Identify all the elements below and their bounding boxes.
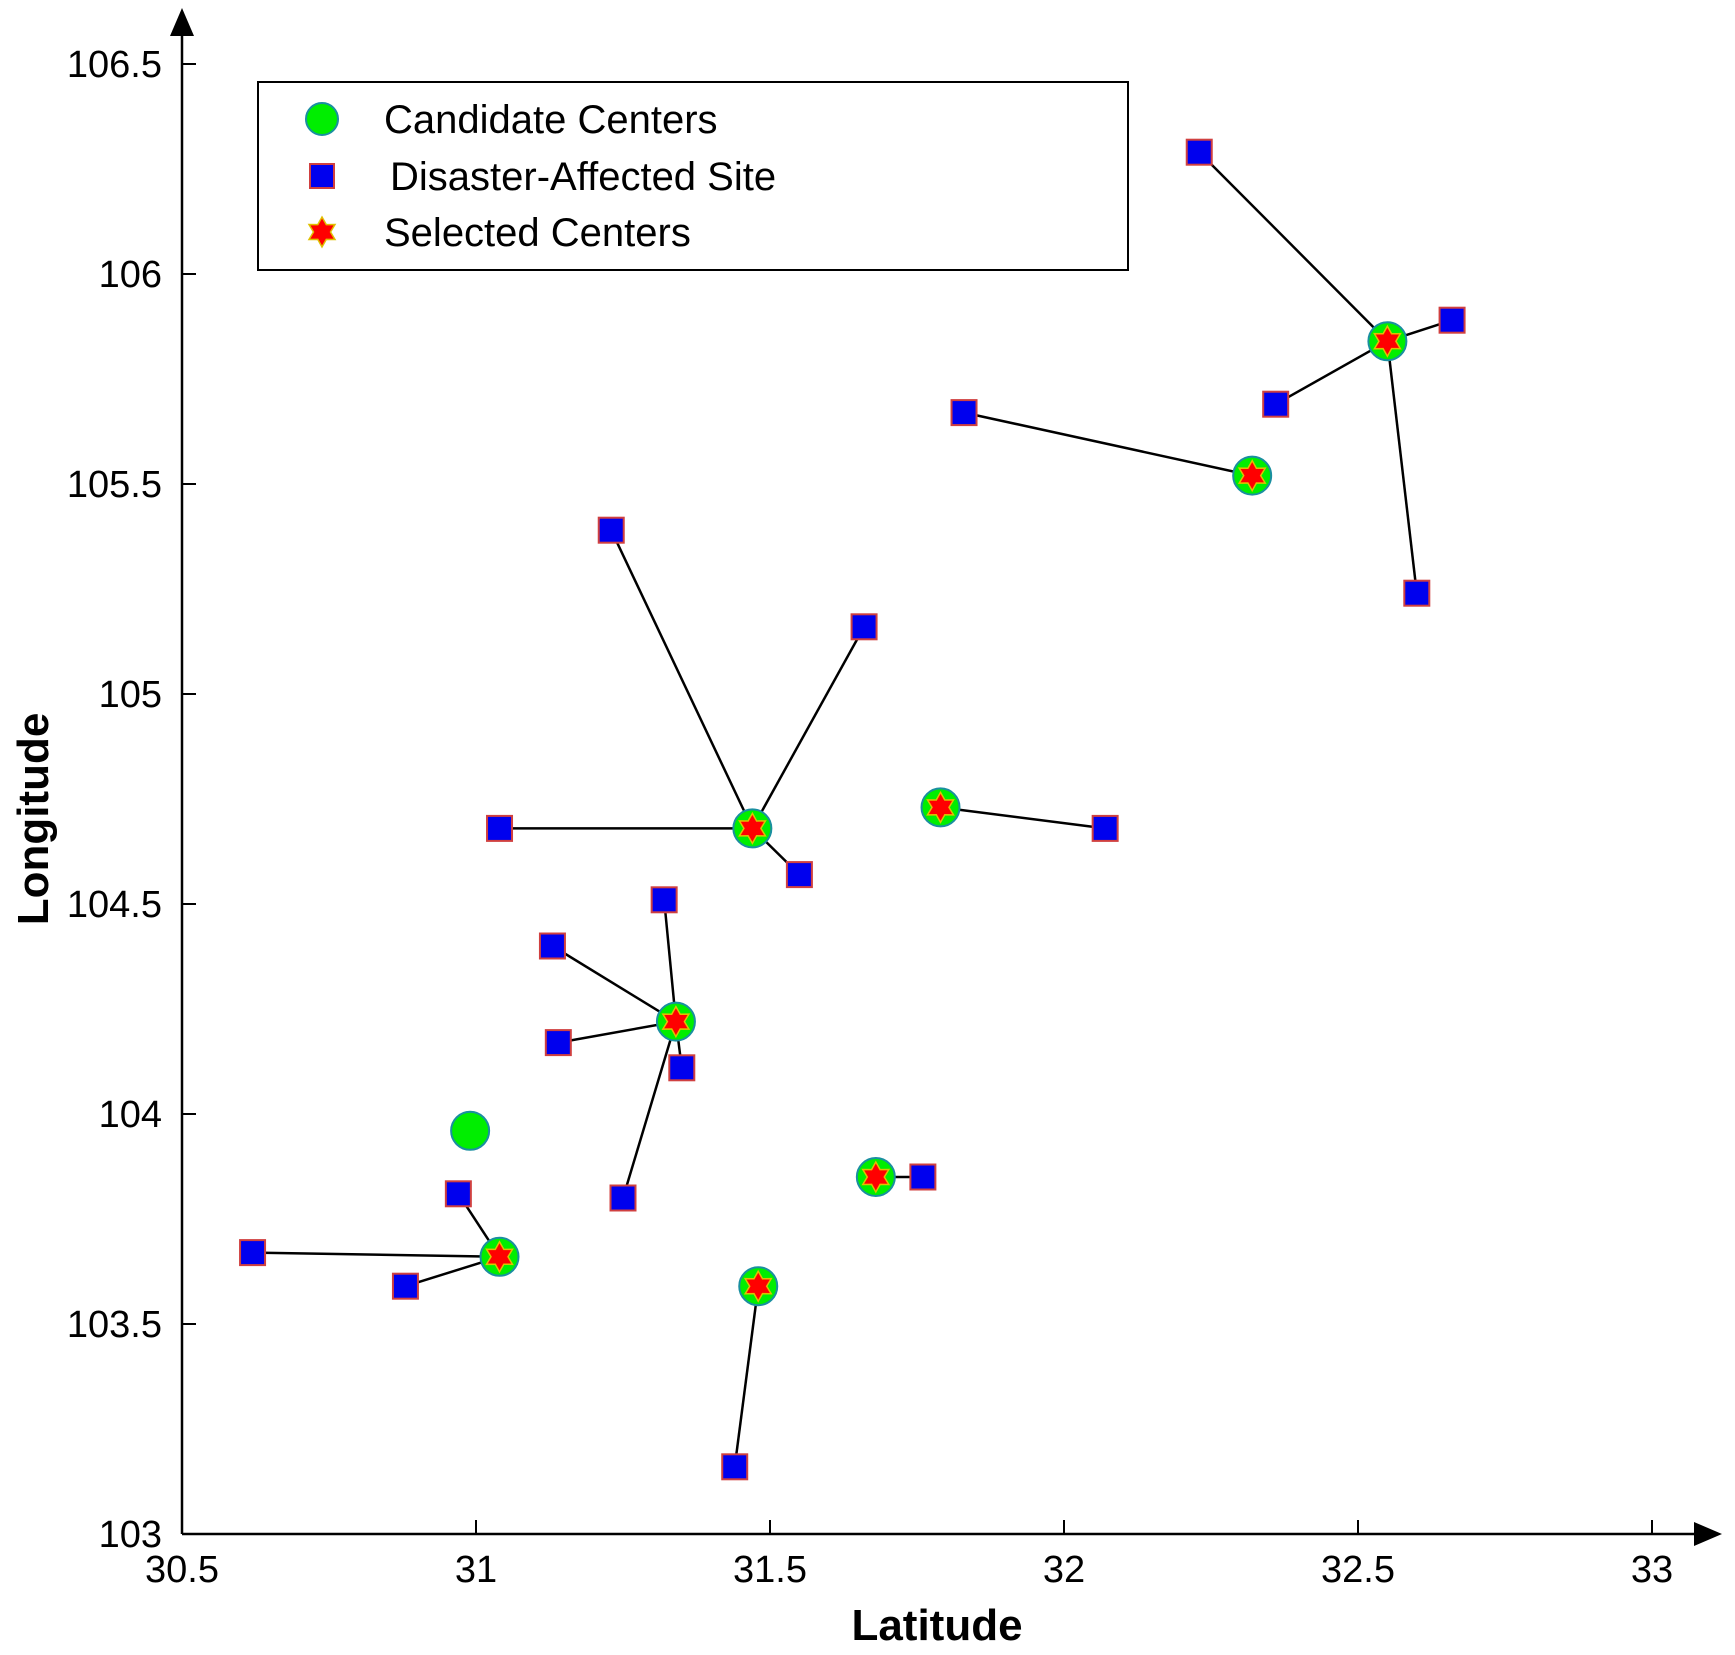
selected-center-point — [485, 1240, 514, 1274]
assignment-link — [1386, 341, 1419, 594]
site-layer — [239, 138, 1466, 1481]
legend-site-marker — [309, 163, 335, 189]
disaster-site-point — [1438, 306, 1466, 334]
assignment-link — [610, 529, 754, 829]
assignment-link — [733, 1286, 760, 1467]
legend-box — [257, 81, 1129, 271]
disaster-site-point — [597, 516, 625, 544]
disaster-site-point — [538, 932, 566, 960]
x-axis-title: Latitude — [851, 1601, 1022, 1650]
disaster-site-point — [391, 1272, 419, 1300]
legend-label: Disaster-Affected Site — [390, 155, 776, 199]
selected-center-point — [861, 1160, 891, 1194]
y-tick-label: 106 — [99, 254, 162, 296]
assignment-link — [252, 1251, 500, 1259]
legend-label: Candidate Centers — [384, 98, 718, 142]
disaster-site-point — [785, 861, 813, 889]
disaster-site-point — [1091, 814, 1119, 842]
y-tick-label: 106.5 — [67, 44, 162, 86]
legend-candidate-marker — [305, 102, 339, 136]
assignment-link — [1198, 151, 1389, 343]
y-tick-label: 103.5 — [67, 1304, 162, 1346]
disaster-site-point — [950, 399, 978, 427]
disaster-site-point — [850, 613, 878, 641]
assignment-link — [963, 411, 1253, 477]
disaster-site-point — [544, 1029, 572, 1057]
assignment-link — [662, 899, 678, 1022]
y-tick-label: 105 — [99, 674, 162, 716]
disaster-site-point — [1185, 138, 1213, 166]
selected-center-point — [743, 1269, 773, 1303]
disaster-site-point — [650, 886, 678, 914]
legend-label: Selected Centers — [384, 211, 691, 255]
selected-center-layer — [485, 324, 1402, 1303]
assignment-link — [621, 1021, 678, 1199]
x-tick-label: 32.5 — [1321, 1549, 1395, 1591]
disaster-site-point — [721, 1453, 749, 1481]
link-layer — [252, 151, 1453, 1467]
selected-center-point — [738, 811, 767, 845]
y-tick-label: 105.5 — [67, 464, 162, 506]
disaster-site-point — [909, 1163, 937, 1191]
x-tick-label: 32 — [1043, 1549, 1085, 1591]
assignment-link — [940, 806, 1106, 830]
disaster-site-point — [609, 1184, 637, 1212]
y-tick-label: 104.5 — [67, 884, 162, 926]
disaster-site-point — [1262, 390, 1290, 418]
disaster-site-point — [668, 1054, 696, 1082]
legend: Candidate Centers Disaster-Affected Site S… — [257, 81, 1129, 271]
assignment-link — [751, 626, 866, 830]
x-axis-arrow — [1694, 1522, 1722, 1546]
disaster-site-point — [1403, 579, 1431, 607]
x-tick-label: 31 — [455, 1549, 497, 1591]
selected-center-point — [661, 1005, 691, 1039]
x-tick-label: 31.5 — [733, 1549, 807, 1591]
selected-center-point — [926, 790, 955, 824]
x-tick-label: 33 — [1631, 1549, 1673, 1591]
x-tick-label: 30.5 — [145, 1549, 219, 1591]
y-axis-arrow — [170, 8, 194, 36]
disaster-site-point — [486, 814, 514, 842]
candidate-center-layer — [450, 321, 1408, 1307]
selected-center-point — [1373, 324, 1402, 358]
axes: 30.5 31 31.5 32 32.5 33 103 103.5 104 104.5 105 105… — [67, 8, 1722, 1591]
y-axis-title: Longitude — [9, 713, 58, 926]
assignment-link — [1275, 340, 1389, 406]
y-tick-label: 103 — [99, 1514, 162, 1556]
legend-selected-marker — [307, 215, 337, 249]
selected-center-point — [1237, 459, 1267, 493]
y-tick-label: 104 — [99, 1094, 162, 1136]
assignment-link — [551, 944, 677, 1023]
disaster-site-point — [239, 1239, 267, 1267]
disaster-site-point — [444, 1180, 472, 1208]
candidate-center-point — [450, 1110, 491, 1151]
